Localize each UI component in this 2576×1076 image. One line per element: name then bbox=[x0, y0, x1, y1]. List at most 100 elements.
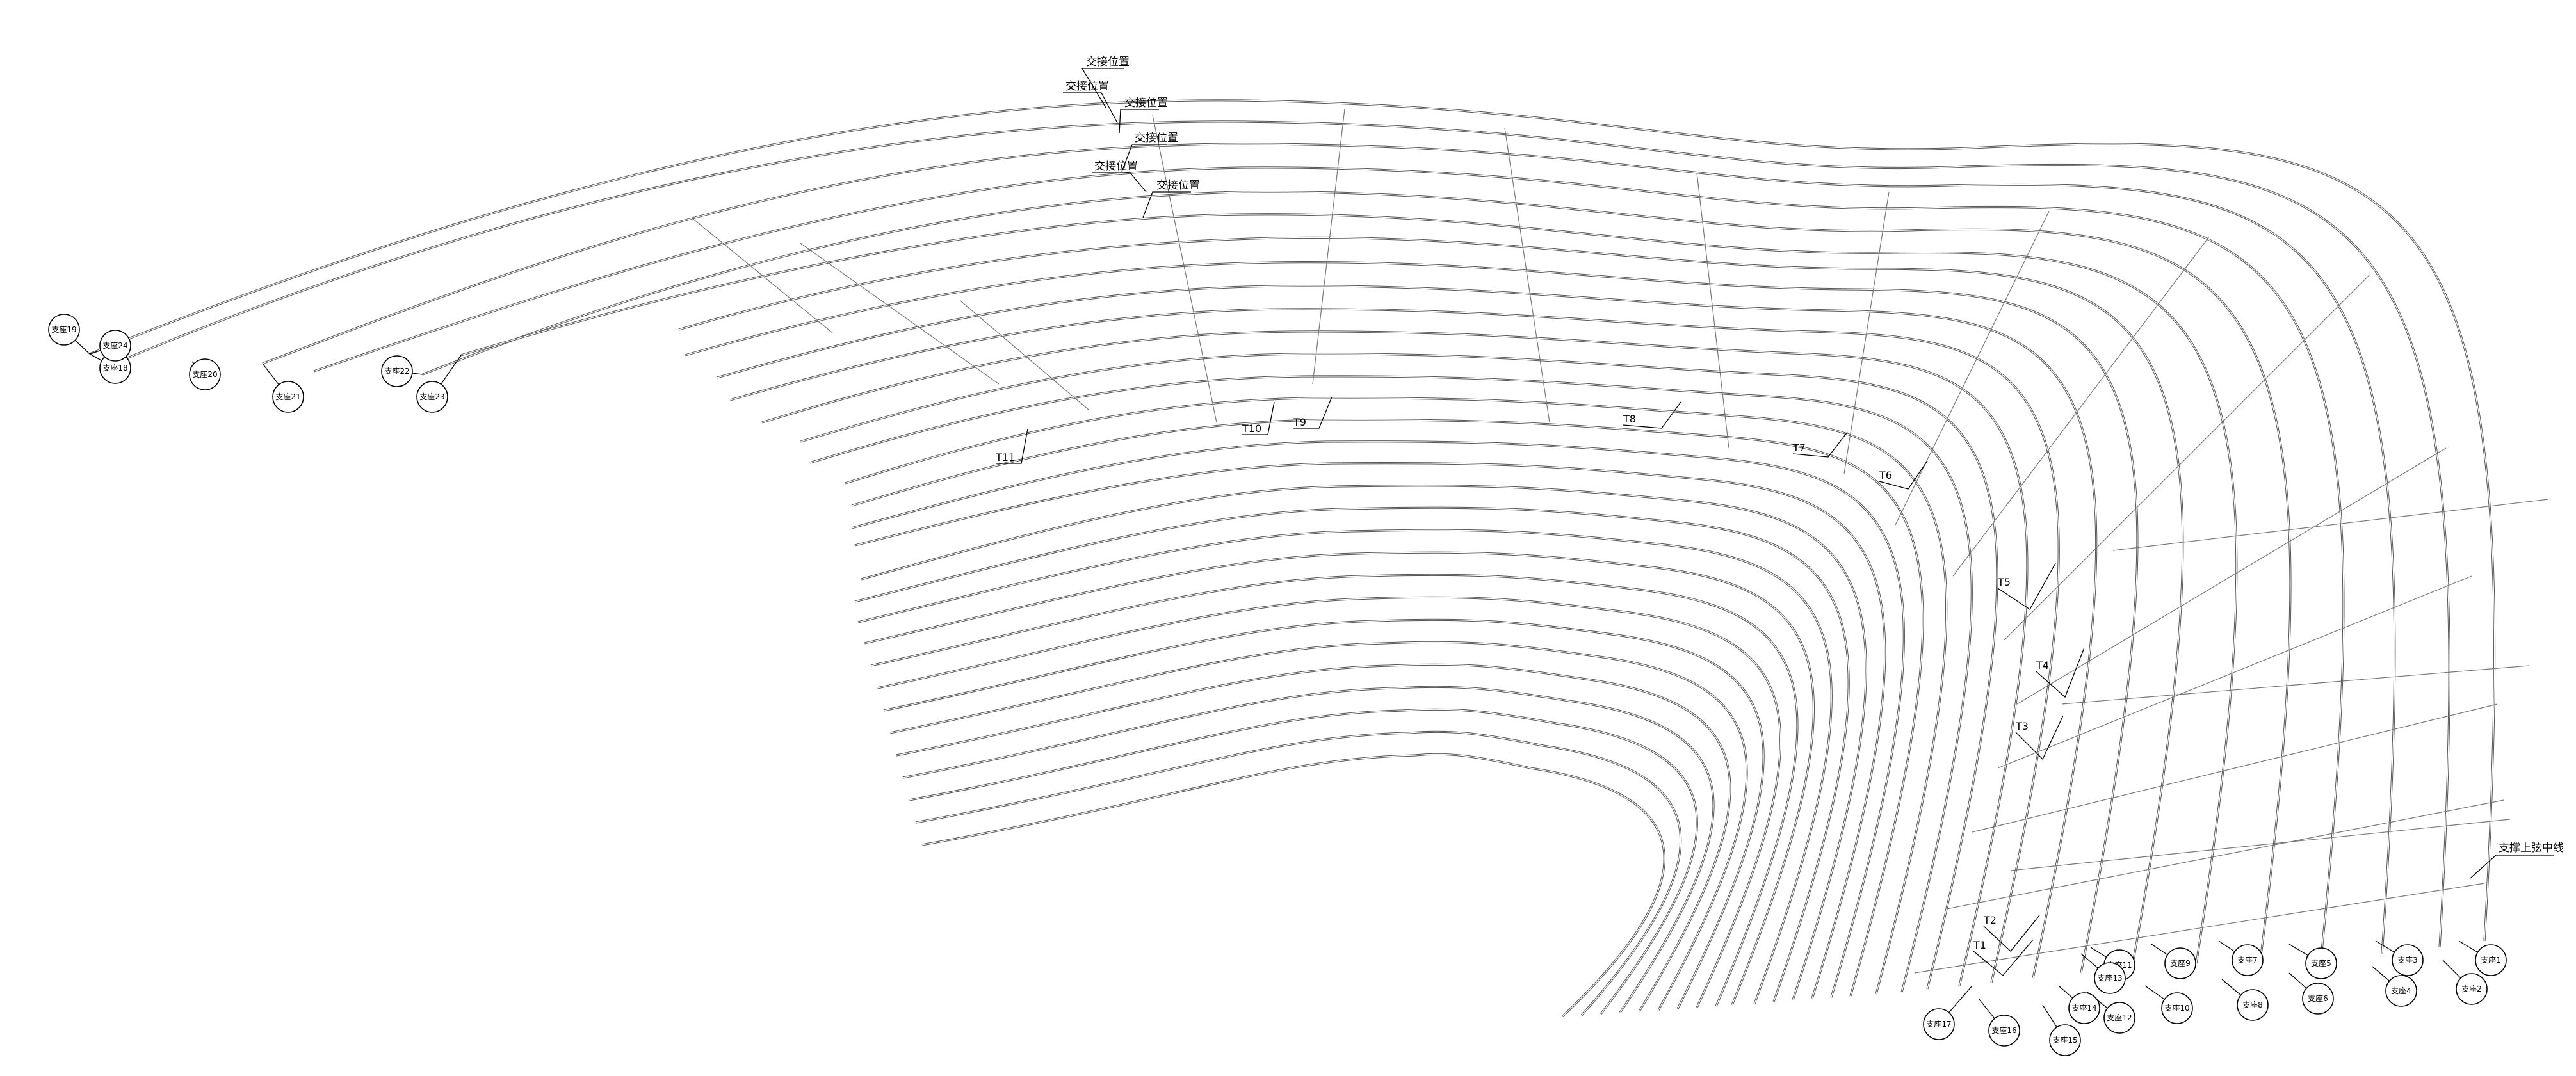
arch-beam-inner bbox=[921, 753, 1665, 1017]
bracing-line bbox=[691, 217, 833, 333]
bracing-line bbox=[1843, 191, 1890, 474]
joint-label: 交接位置 bbox=[1121, 132, 1178, 172]
arch-beam-outer bbox=[902, 686, 1715, 1013]
bracing-line bbox=[1152, 115, 1217, 423]
truss-labels: T1 T2 T3 T4 T5 T6 T7 T8 T9 T10 T11 bbox=[995, 396, 2085, 976]
support-bubble: 支座17 bbox=[1923, 985, 1973, 1040]
truss-label: T11 bbox=[995, 428, 1028, 464]
arch-beam-inner bbox=[685, 262, 2138, 974]
truss-label: T5 bbox=[1997, 563, 2056, 610]
arch-beam-inner bbox=[845, 397, 1947, 995]
top-chord-label-text: 支撑上弦中线 bbox=[2499, 842, 2564, 855]
arch-beam-inner bbox=[809, 376, 1972, 993]
arch-beam-outer bbox=[909, 708, 1698, 1015]
support-label-text: 支座2 bbox=[2461, 984, 2482, 993]
arch-beam-inner bbox=[854, 507, 1849, 1002]
arch-beam-inner bbox=[729, 309, 2059, 983]
arch-beam-outer bbox=[921, 753, 1665, 1018]
support-bubble: 支座7 bbox=[2218, 940, 2264, 976]
arch-beam-inner bbox=[877, 597, 1781, 1008]
arch-beam-inner bbox=[857, 529, 1832, 1004]
support-bubble: 支座5 bbox=[2288, 944, 2337, 979]
support-bubble: 支座2 bbox=[2442, 960, 2488, 1005]
support-bubble: 支座19 bbox=[48, 314, 90, 355]
truss-label-text: T6 bbox=[1879, 469, 1892, 481]
truss-label-text: T3 bbox=[2015, 720, 2029, 732]
support-label-text: 支座12 bbox=[2107, 1013, 2132, 1022]
support-bubble: 支座6 bbox=[2288, 972, 2334, 1015]
support-label-text: 支座5 bbox=[2311, 958, 2331, 968]
arch-beam-outer bbox=[851, 440, 1905, 998]
bracing-line bbox=[1997, 575, 2472, 769]
top-chord-label: 支撑上弦中线 bbox=[2470, 842, 2564, 879]
arch-beam-outer bbox=[883, 618, 1765, 1009]
arch-beam-inner bbox=[422, 191, 2291, 961]
bracing-line bbox=[1952, 236, 2210, 577]
arch-beam-inner bbox=[902, 686, 1714, 1013]
truss-label: T8 bbox=[1623, 401, 1681, 429]
support-bubble: 支座16 bbox=[1978, 998, 2020, 1047]
support-label-text: 支座18 bbox=[102, 363, 127, 373]
truss-label-text: T8 bbox=[1623, 413, 1636, 425]
support-bubble: 支座23 bbox=[416, 355, 462, 413]
arch-beam-inner bbox=[896, 664, 1731, 1012]
support-bubble: 支座13 bbox=[2080, 953, 2126, 994]
bracing-line bbox=[960, 300, 1089, 410]
bracing-line bbox=[2010, 819, 2511, 871]
support-bubble: 支座22 bbox=[381, 355, 423, 387]
arch-beam-inner bbox=[861, 485, 1867, 1000]
support-label-text: 支座14 bbox=[2071, 1003, 2096, 1013]
support-label-text: 支座19 bbox=[51, 325, 76, 334]
joint-label-text: 交接位置 bbox=[1156, 179, 1200, 192]
truss-label-text: T9 bbox=[1293, 416, 1306, 428]
truss-label-text: T1 bbox=[1973, 939, 1986, 951]
bracing-line bbox=[1504, 127, 1550, 423]
arch-beam-inner bbox=[870, 574, 1798, 1007]
arch-beam-outer bbox=[761, 330, 2029, 986]
support-bubble: 支座4 bbox=[2372, 966, 2417, 1007]
support-label-text: 支座24 bbox=[102, 341, 127, 350]
support-label-text: 支座1 bbox=[2481, 955, 2501, 965]
support-bubble: 支座24 bbox=[89, 330, 131, 362]
truss-label: T7 bbox=[1792, 431, 1848, 458]
truss-label-text: T11 bbox=[995, 451, 1015, 463]
joint-labels: 交接位置 交接位置 交接位置 交接位置 交接位置 交接位置 bbox=[1063, 56, 1200, 218]
support-label-text: 支座7 bbox=[2237, 955, 2258, 965]
support-bubble: 支座15 bbox=[2042, 1004, 2081, 1056]
arch-beam-outer bbox=[870, 574, 1799, 1007]
arch-beam-inner bbox=[800, 353, 1998, 990]
arch-beam-inner bbox=[889, 641, 1747, 1011]
support-bubble: 支座12 bbox=[2087, 992, 2135, 1034]
truss-label-text: T5 bbox=[1997, 576, 2011, 588]
bracing-line bbox=[2004, 275, 2370, 641]
support-bubbles: 支座1支座2支座3支座4支座5支座6支座7支座8支座9支座10支座11支座12支… bbox=[48, 314, 2507, 1056]
arch-beam-inner bbox=[915, 731, 1681, 1016]
truss-label: T10 bbox=[1242, 401, 1275, 435]
joint-label: 交接位置 bbox=[1092, 160, 1147, 193]
arch-beam-inner bbox=[717, 285, 2097, 979]
truss-label: T6 bbox=[1879, 460, 1928, 490]
truss-label-text: T7 bbox=[1792, 442, 1806, 454]
truss-label-text: T10 bbox=[1242, 422, 1261, 435]
support-label-text: 支座6 bbox=[2308, 993, 2328, 1003]
arch-beam-outer bbox=[857, 529, 1833, 1004]
support-bubble: 支座3 bbox=[2375, 940, 2424, 976]
arch-beam-inner bbox=[864, 552, 1814, 1006]
arch-beams bbox=[89, 99, 2496, 1018]
support-label-text: 支座22 bbox=[384, 366, 409, 376]
arch-beam-outer bbox=[854, 506, 1850, 1002]
bracing-line bbox=[2061, 665, 2530, 705]
joint-label-text: 交接位置 bbox=[1135, 132, 1178, 145]
arch-beam-inner bbox=[851, 419, 1924, 997]
truss-label: T9 bbox=[1293, 396, 1333, 429]
arch-beam-inner bbox=[460, 214, 2237, 964]
bracing-line bbox=[1696, 172, 1729, 449]
joint-label-text: 交接位置 bbox=[1086, 56, 1130, 68]
arch-beam-inner bbox=[118, 121, 2450, 948]
cross-bracing-lines bbox=[691, 108, 2549, 974]
joint-label: 交接位置 bbox=[1119, 97, 1168, 134]
arch-beam-inner bbox=[89, 100, 2495, 942]
support-bubble: 支座14 bbox=[2058, 985, 2100, 1024]
support-bubble: 支座18 bbox=[89, 352, 131, 384]
